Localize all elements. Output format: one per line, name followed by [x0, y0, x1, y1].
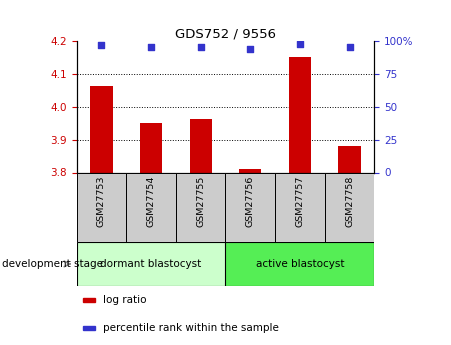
Text: GSM27756: GSM27756	[246, 176, 255, 227]
Text: GSM27754: GSM27754	[147, 176, 156, 227]
Point	[296, 41, 304, 47]
Text: GSM27753: GSM27753	[97, 176, 106, 227]
Point	[247, 47, 254, 52]
Text: GSM27755: GSM27755	[196, 176, 205, 227]
Bar	[77, 172, 126, 242]
Bar	[226, 172, 275, 242]
Text: active blastocyst: active blastocyst	[256, 259, 344, 269]
Bar	[140, 123, 162, 172]
Bar	[226, 241, 374, 286]
Bar	[90, 86, 113, 172]
Text: GSM27757: GSM27757	[295, 176, 304, 227]
Text: percentile rank within the sample: percentile rank within the sample	[103, 323, 279, 333]
Text: development stage: development stage	[2, 259, 103, 269]
Text: GSM27758: GSM27758	[345, 176, 354, 227]
Point	[147, 44, 155, 49]
Bar	[289, 57, 311, 172]
Bar	[275, 172, 325, 242]
Bar	[325, 172, 374, 242]
Point	[98, 42, 105, 48]
Title: GDS752 / 9556: GDS752 / 9556	[175, 27, 276, 40]
Bar	[77, 241, 226, 286]
Bar	[83, 326, 95, 330]
Text: dormant blastocyst: dormant blastocyst	[101, 259, 202, 269]
Bar	[239, 169, 262, 172]
Bar	[126, 172, 176, 242]
Bar	[83, 298, 95, 302]
Point	[197, 44, 204, 49]
Bar	[176, 172, 226, 242]
Point	[346, 44, 353, 49]
Bar	[338, 146, 361, 172]
Bar	[189, 119, 212, 172]
Text: log ratio: log ratio	[103, 295, 147, 305]
